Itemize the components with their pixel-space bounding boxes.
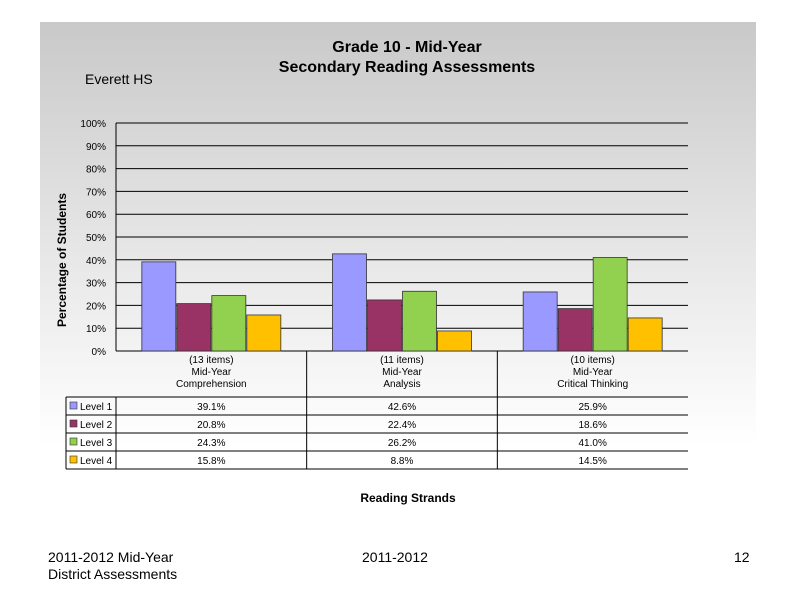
data-label: 20.8% [197, 420, 225, 431]
chart-title: Grade 10 - Mid-Year [332, 39, 481, 56]
bar-level-1 [332, 253, 367, 352]
y-tick-label: 60% [86, 210, 106, 221]
y-tick-label: 80% [86, 165, 106, 176]
y-tick-label: 10% [86, 324, 106, 335]
bars [141, 253, 663, 352]
footer-center: 2011-2012 [362, 549, 428, 565]
grid-lines: 0% 10% 20% 30% 40% 50% 60% 70% 80% 90% 100% [80, 119, 688, 358]
page-number: 12 [734, 549, 750, 565]
footer-left-line1: 2011-2012 Mid-Year [48, 549, 174, 565]
data-label: 42.6% [388, 402, 416, 413]
bar-level-2 [557, 308, 593, 352]
category-label: (10 items) [570, 355, 614, 366]
category-label: Analysis [383, 379, 420, 390]
legend-label: Level 2 [80, 420, 113, 431]
school-name: Everett HS [85, 71, 153, 87]
data-label: 14.5% [578, 456, 606, 467]
y-axis-label: Percentage of Students [55, 193, 69, 327]
bar-level-1 [141, 261, 177, 352]
data-label: 26.2% [388, 438, 416, 449]
bar-level-4 [627, 317, 663, 352]
y-tick-label: 100% [80, 119, 106, 130]
legend-swatch [69, 437, 78, 446]
category-label: Mid-Year [573, 367, 613, 378]
data-label: 8.8% [391, 456, 414, 467]
legend-swatch [69, 455, 78, 464]
category-label: (11 items) [380, 355, 424, 366]
bar-level-2 [367, 299, 402, 352]
data-label: 22.4% [388, 420, 416, 431]
bar-level-3 [402, 290, 437, 352]
category-label: Comprehension [176, 379, 247, 390]
bar-level-4 [437, 330, 472, 352]
bar-level-1 [522, 291, 558, 352]
data-label: 15.8% [197, 456, 225, 467]
data-label: 25.9% [578, 402, 606, 413]
y-tick-label: 70% [86, 187, 106, 198]
category-label: (13 items) [189, 355, 233, 366]
bar-level-3 [592, 257, 628, 352]
data-label: 41.0% [578, 438, 606, 449]
category-label: Mid-Year [192, 367, 232, 378]
legend-label: Level 4 [80, 456, 113, 467]
bar-level-4 [246, 314, 282, 352]
legend-label: Level 3 [80, 438, 113, 449]
data-label: 18.6% [578, 420, 606, 431]
bar-level-2 [176, 303, 212, 352]
y-tick-label: 50% [86, 233, 106, 244]
footer-left: 2011-2012 Mid-Year District Assessments [48, 549, 177, 583]
x-axis-label: Reading Strands [360, 491, 456, 505]
footer-left-line2: District Assessments [48, 566, 178, 582]
bar-level-3 [211, 295, 247, 352]
legend-label: Level 1 [80, 402, 113, 413]
y-tick-label: 30% [86, 279, 106, 290]
y-tick-label: 20% [86, 301, 106, 312]
chart-subtitle: Secondary Reading Assessments [279, 59, 536, 76]
category-label: Mid-Year [382, 367, 422, 378]
legend-swatch [69, 419, 78, 428]
data-label: 24.3% [197, 438, 225, 449]
data-label: 39.1% [197, 402, 225, 413]
y-tick-label: 90% [86, 142, 106, 153]
y-tick-label: 0% [92, 347, 107, 358]
category-label: Critical Thinking [557, 379, 628, 390]
legend-swatch [69, 401, 78, 410]
y-tick-label: 40% [86, 256, 106, 267]
